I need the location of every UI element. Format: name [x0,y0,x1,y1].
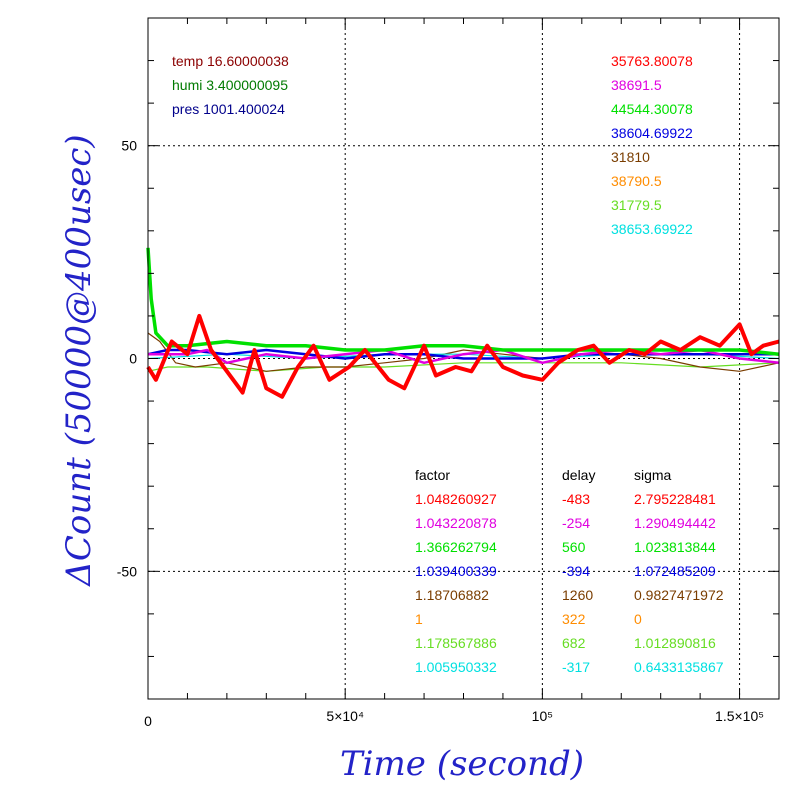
fit-table-rows: 1.048260927 -483 2.795228481 1.043220878 -25… [415,491,724,675]
x-tick-label: 5×10⁴ [326,708,364,724]
table-cell-delay: -394 [562,563,590,579]
table-cell-sigma: 0.6433135867 [634,659,724,675]
y-axis-title: ΔCount (50000@400usec) [59,134,99,587]
table-cell-delay: 1260 [562,587,593,603]
legend-mean: 38653.69922 [611,221,693,237]
legend-mean: 38604.69922 [611,125,693,141]
legend-mean: 38691.5 [611,77,662,93]
series-mean-legend: 35763.80078 38691.5 44544.30078 38604.69… [611,53,693,237]
legend-mean: 44544.30078 [611,101,693,117]
table-cell-delay: 682 [562,635,586,651]
table-cell-factor: 1.18706882 [415,587,489,603]
table-cell-sigma: 1.023813844 [634,539,716,555]
series-line [146,247,780,356]
table-cell-delay: -317 [562,659,590,675]
series-line [148,348,780,365]
env-annotation-pres: pres 1001.400024 [172,101,285,117]
table-cell-sigma: 1.290494442 [634,515,716,531]
env-annotation-humi: humi 3.400000095 [172,77,288,93]
y-tick-label: 0 [129,351,137,367]
table-cell-factor: 1.366262794 [415,539,497,555]
series-line [146,313,780,399]
y-tick-label: -50 [117,563,137,579]
table-cell-factor: 1.043220878 [415,515,497,531]
y-tick-label: 50 [121,138,137,154]
env-annotations: temp 16.60000038 humi 3.400000095 pres 1… [172,53,289,117]
legend-mean: 31779.5 [611,197,662,213]
x-tick-label: 10⁵ [532,708,553,724]
table-header-factor: factor [415,467,450,483]
series-lines [146,247,780,399]
table-cell-sigma: 0.9827471972 [634,587,724,603]
env-annotation-temp: temp 16.60000038 [172,53,289,69]
tick-labels: 0 5×10⁴ 10⁵ 1.5×10⁵ 50 0 -50 [117,138,764,729]
legend-mean: 31810 [611,149,650,165]
x-tick-label: 0 [144,713,152,729]
x-tick-label: 1.5×10⁵ [715,708,764,724]
series-line [147,332,780,372]
table-cell-delay: -483 [562,491,590,507]
table-cell-factor: 1.005950332 [415,659,497,675]
axis-ticks [147,18,780,699]
table-cell-factor: 1.048260927 [415,491,497,507]
table-cell-delay: 560 [562,539,586,555]
table-cell-sigma: 2.795228481 [634,491,716,507]
table-cell-sigma: 1.072485209 [634,563,716,579]
table-cell-factor: 1.178567886 [415,635,497,651]
x-axis-title: Time (second) [340,744,584,784]
table-cell-factor: 1 [415,611,423,627]
table-header-delay: delay [562,467,595,483]
table-cell-sigma: 1.012890816 [634,635,716,651]
table-header-sigma: sigma [634,467,672,483]
table-cell-factor: 1.039400339 [415,563,497,579]
legend-mean: 35763.80078 [611,53,693,69]
table-cell-sigma: 0 [634,611,642,627]
fit-table: factor delay sigma [415,467,672,483]
table-cell-delay: -254 [562,515,590,531]
table-cell-delay: 322 [562,611,586,627]
legend-mean: 38790.5 [611,173,662,189]
